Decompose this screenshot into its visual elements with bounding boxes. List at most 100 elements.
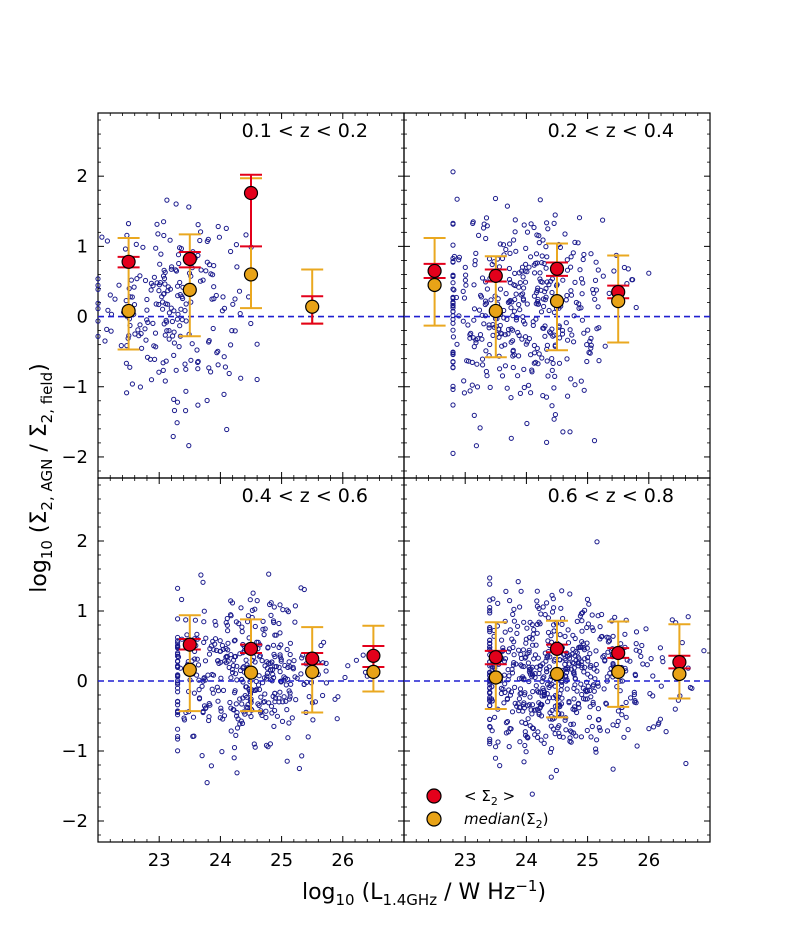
scatter-point (615, 718, 621, 725)
scatter-point (304, 679, 310, 686)
scatter-point (621, 734, 627, 740)
scatter-point (563, 297, 569, 303)
scatter-point (169, 264, 175, 270)
scatter-point (535, 301, 542, 307)
scatter-point (502, 656, 509, 662)
scatter-point (211, 296, 217, 302)
scatter-point (183, 301, 189, 307)
scatter-point (593, 259, 599, 265)
scatter-point (473, 443, 479, 449)
scatter-point (572, 382, 578, 388)
scatter-point (214, 350, 220, 356)
scatter-point (218, 675, 224, 681)
scatter-point (562, 633, 568, 640)
x-tick-label: 26 (331, 850, 354, 871)
scatter-point (450, 169, 456, 175)
scatter-point (578, 276, 585, 282)
median-marker (121, 303, 136, 319)
scatter-point (463, 272, 469, 278)
scatter-point (545, 699, 551, 705)
scatter-point (604, 728, 611, 734)
scatter-point (594, 539, 600, 545)
scatter-point (512, 270, 518, 276)
scatter-point (497, 763, 503, 769)
scatter-point (545, 226, 551, 232)
scatter-point (536, 619, 542, 625)
scatter-point (183, 388, 189, 394)
scatter-point (198, 267, 204, 273)
scatter-point (595, 683, 601, 689)
scatter-point (567, 591, 573, 597)
scatter-point (178, 306, 184, 312)
scatter-point (312, 699, 318, 705)
scatter-point (572, 279, 578, 285)
scatter-point (255, 701, 261, 707)
scatter-point (531, 627, 537, 633)
scatter-point (169, 318, 175, 325)
scatter-point (592, 277, 599, 283)
scatter-point (254, 598, 260, 604)
scatter-point (287, 640, 293, 646)
scatter-point (487, 723, 493, 730)
scatter-point (224, 615, 230, 622)
scatter-point (207, 646, 213, 652)
scatter-point (105, 307, 111, 313)
scatter-point (549, 681, 555, 687)
scatter-point (534, 630, 540, 636)
scatter-point (156, 288, 162, 294)
scatter-point (204, 238, 210, 244)
scatter-point (632, 672, 639, 679)
scatter-point (271, 604, 277, 610)
scatter-point (564, 356, 570, 362)
scatter-point (143, 337, 149, 343)
scatter-point (601, 653, 607, 659)
scatter-point (633, 304, 639, 311)
scatter-point (134, 276, 140, 282)
scatter-point (156, 301, 162, 308)
scatter-point (190, 733, 196, 740)
scatter-point (578, 611, 585, 617)
scatter-point (95, 282, 101, 288)
scatter-point (240, 679, 246, 685)
scatter-point (196, 687, 202, 693)
panel-bottom-right: 23 24 25 26 0.6 < z < 0.8 (403, 477, 711, 871)
scatter-point (516, 353, 522, 359)
scatter-point (503, 291, 509, 297)
scatter-point (543, 244, 549, 250)
scatter-point (585, 658, 591, 664)
scatter-point (551, 309, 558, 315)
scatter-point (584, 727, 590, 734)
scatter-point (560, 734, 566, 740)
scatter-point (540, 604, 546, 610)
scatter-point (522, 334, 529, 340)
scatter-point (533, 251, 540, 257)
scatter-point (512, 700, 518, 707)
scatter-point (238, 718, 244, 724)
scatter-point (196, 696, 203, 702)
scatter-point (585, 688, 591, 694)
scatter-point (511, 652, 517, 658)
scatter-point (292, 619, 298, 625)
scatter-point (176, 260, 182, 267)
scatter-point (453, 294, 459, 301)
scatter-point (556, 360, 563, 366)
scatter-point (587, 651, 593, 657)
scatter-point (200, 277, 206, 283)
scatter-point (592, 296, 598, 302)
scatter-point (543, 733, 549, 739)
scatter-point (487, 610, 493, 616)
scatter-point (521, 619, 527, 625)
scatter-point (486, 256, 493, 262)
scatter-point (208, 763, 214, 769)
scatter-point (556, 730, 562, 736)
panel-redshift-label: 0.1 < z < 0.2 (242, 120, 368, 142)
scatter-point (602, 343, 608, 349)
y-tick-label: −2 (61, 447, 88, 468)
scatter-point (162, 269, 168, 275)
scatter-point (148, 280, 154, 286)
scatter-point (232, 654, 238, 660)
median-marker (182, 282, 197, 297)
scatter-point (580, 641, 587, 647)
scatter-point (450, 402, 456, 408)
scatter-point (468, 330, 474, 336)
